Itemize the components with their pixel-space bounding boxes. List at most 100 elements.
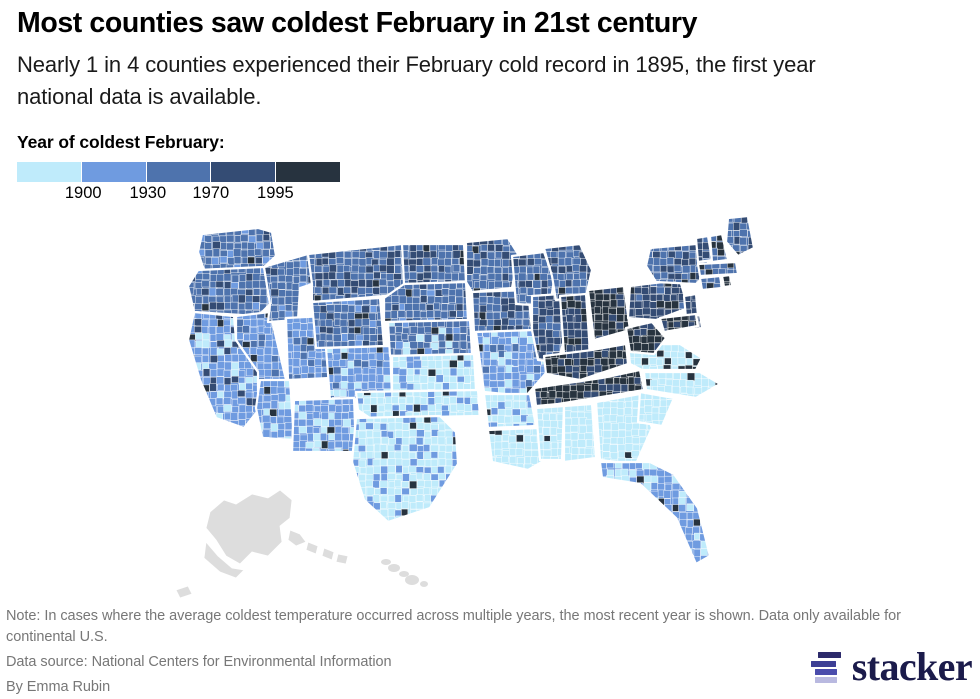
county-cell: [620, 540, 628, 549]
county-cell: [215, 288, 224, 296]
county-cell: [330, 279, 339, 289]
county-cell: [594, 314, 603, 322]
state-RI: [720, 273, 743, 296]
state-CT: [698, 274, 724, 292]
county-cell: [655, 294, 664, 302]
county-cell: [433, 302, 441, 310]
county-cell: [643, 547, 652, 556]
county-cell: [504, 394, 514, 401]
state-outline-VA: [626, 342, 704, 372]
county-cell: [546, 472, 553, 479]
county-cell: [609, 286, 618, 287]
county-cell: [716, 456, 723, 463]
county-cell: [409, 429, 418, 437]
county-cell: [401, 422, 410, 431]
county-cell: [498, 357, 506, 366]
county-cell: [301, 365, 309, 374]
county-cell: [594, 251, 601, 259]
county-cell: [471, 403, 479, 412]
state-outline-MT: [306, 242, 410, 304]
county-cell: [673, 412, 674, 421]
county-cell: [607, 511, 615, 519]
county-cell: [252, 295, 261, 304]
county-cell: [362, 374, 370, 383]
county-cell: [602, 443, 611, 452]
county-cell: [674, 336, 681, 343]
county-cell: [305, 404, 314, 412]
county-cell: [188, 309, 189, 316]
county-cell: [564, 410, 572, 418]
county-cell: [377, 397, 385, 405]
county-cell: [351, 250, 361, 259]
county-cell: [362, 326, 370, 335]
county-cell: [636, 496, 644, 504]
county-cell: [426, 310, 434, 319]
county-cell: [736, 289, 743, 296]
county-cell: [595, 286, 604, 287]
county-cell: [188, 354, 189, 364]
county-cell: [542, 441, 551, 450]
county-cell: [642, 513, 651, 522]
county-cell: [395, 465, 403, 474]
county-cell: [701, 372, 710, 373]
county-cell: [322, 279, 331, 287]
county-cell: [408, 465, 417, 473]
county-cell: [649, 379, 658, 388]
county-cell: [215, 397, 224, 405]
county-cell: [236, 332, 244, 340]
county-cell: [551, 463, 559, 470]
county-cell: [660, 271, 669, 279]
county-cell: [667, 429, 674, 437]
county-cell: [489, 373, 497, 381]
county-cell: [314, 390, 321, 397]
county-cell: [356, 390, 364, 398]
county-cell: [456, 403, 466, 411]
county-cell: [629, 512, 637, 521]
county-cell: [449, 360, 458, 368]
county-cell: [431, 488, 439, 496]
county-cell: [519, 337, 528, 346]
county-cell: [649, 316, 659, 320]
county-cell: [621, 526, 631, 534]
state-outline-GA: [594, 392, 654, 466]
county-cell: [300, 290, 309, 298]
county-cell: [479, 296, 488, 304]
county-cell: [211, 257, 219, 266]
county-cell: [249, 445, 256, 452]
county-cell: [656, 350, 665, 358]
county-cell: [306, 329, 314, 338]
county-cell: [600, 484, 609, 492]
county-cell: [201, 427, 210, 428]
county-cell: [595, 265, 602, 272]
county-cell: [460, 430, 468, 438]
county-cell: [409, 236, 417, 243]
county-cell: [188, 267, 189, 276]
county-cell: [524, 456, 532, 465]
county-cell: [230, 301, 239, 311]
county-cell: [574, 344, 582, 352]
county-cell: [466, 238, 467, 240]
county-cell: [526, 273, 534, 281]
county-cell: [388, 525, 396, 532]
county-cell: [600, 505, 602, 513]
county-cell: [709, 372, 717, 373]
county-cell: [664, 525, 672, 534]
county-cell: [256, 348, 264, 356]
county-cell: [306, 337, 315, 345]
county-cell: [630, 278, 638, 285]
county-cell: [204, 249, 213, 257]
county-cell: [224, 434, 231, 442]
county-cell: [461, 488, 468, 495]
county-cell: [460, 517, 468, 523]
county-cell: [374, 525, 382, 532]
county-cell: [352, 502, 354, 511]
county-cell: [628, 293, 635, 302]
county-cell: [431, 516, 440, 522]
county-cell: [642, 294, 651, 302]
county-cell: [503, 351, 512, 360]
county-cell: [194, 391, 203, 399]
county-cell: [646, 443, 652, 451]
county-cell: [180, 420, 187, 426]
county-cell: [438, 347, 447, 355]
county-cell: [692, 344, 700, 345]
